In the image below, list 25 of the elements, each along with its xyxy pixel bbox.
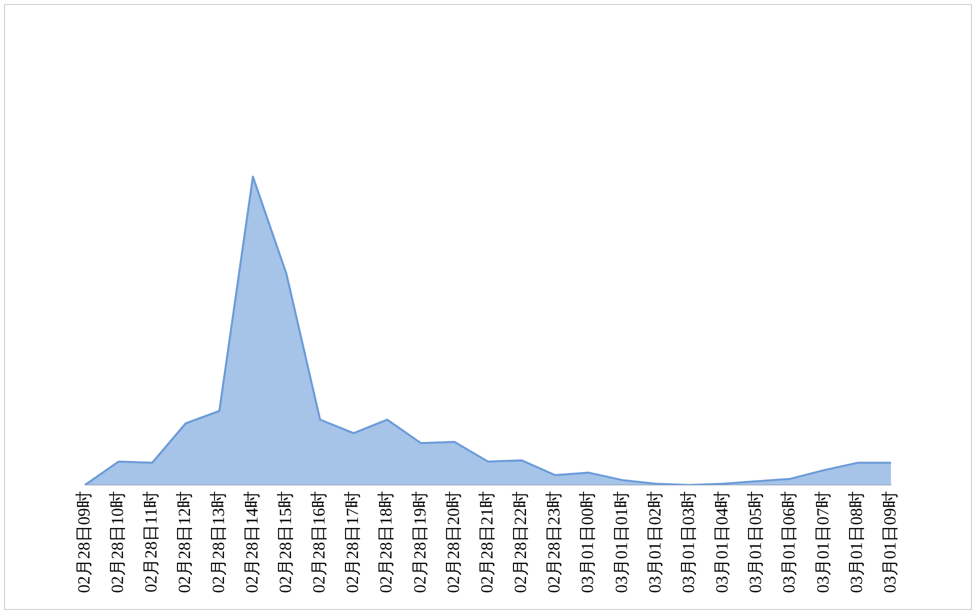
x-tick-label: 03月01日04时	[712, 491, 732, 593]
x-tick-label: 02月28日22时	[511, 491, 530, 593]
x-tick-label: 03月01日07时	[813, 491, 832, 593]
x-tick-label: 02月28日10时	[108, 491, 128, 593]
x-tick-label: 03月01日01时	[612, 491, 631, 593]
x-tick-label: 02月28日17时	[343, 491, 362, 593]
x-tick-label: 02月28日12时	[175, 491, 194, 593]
x-tick-label: 02月28日09时	[74, 491, 94, 593]
x-tick-label: 03月01日00时	[578, 491, 598, 593]
x-tick-label: 02月28日23时	[544, 491, 564, 593]
x-tick-label: 02月28日14时	[242, 491, 262, 593]
x-tick-label: 03月01日05时	[746, 491, 766, 593]
x-tick-label: 02月28日16时	[310, 491, 329, 593]
x-tick-label: 03月01日03时	[678, 491, 698, 593]
x-tick-label: 02月28日15时	[276, 491, 295, 593]
x-tick-label: 02月28日11时	[142, 491, 161, 592]
x-tick-label: 02月28日21时	[477, 491, 496, 593]
x-tick-label: 02月28日20时	[444, 491, 463, 593]
x-tick-label: 02月28日13时	[208, 491, 228, 593]
x-tick-label: 03月01日06时	[780, 491, 799, 593]
x-tick-label: 03月01日09时	[880, 491, 900, 593]
x-tick-label: 02月28日18时	[376, 491, 396, 593]
x-tick-label: 02月28日19时	[410, 491, 430, 593]
x-tick-label: 03月01日08时	[846, 491, 866, 593]
x-tick-label: 03月01日02时	[645, 491, 664, 593]
